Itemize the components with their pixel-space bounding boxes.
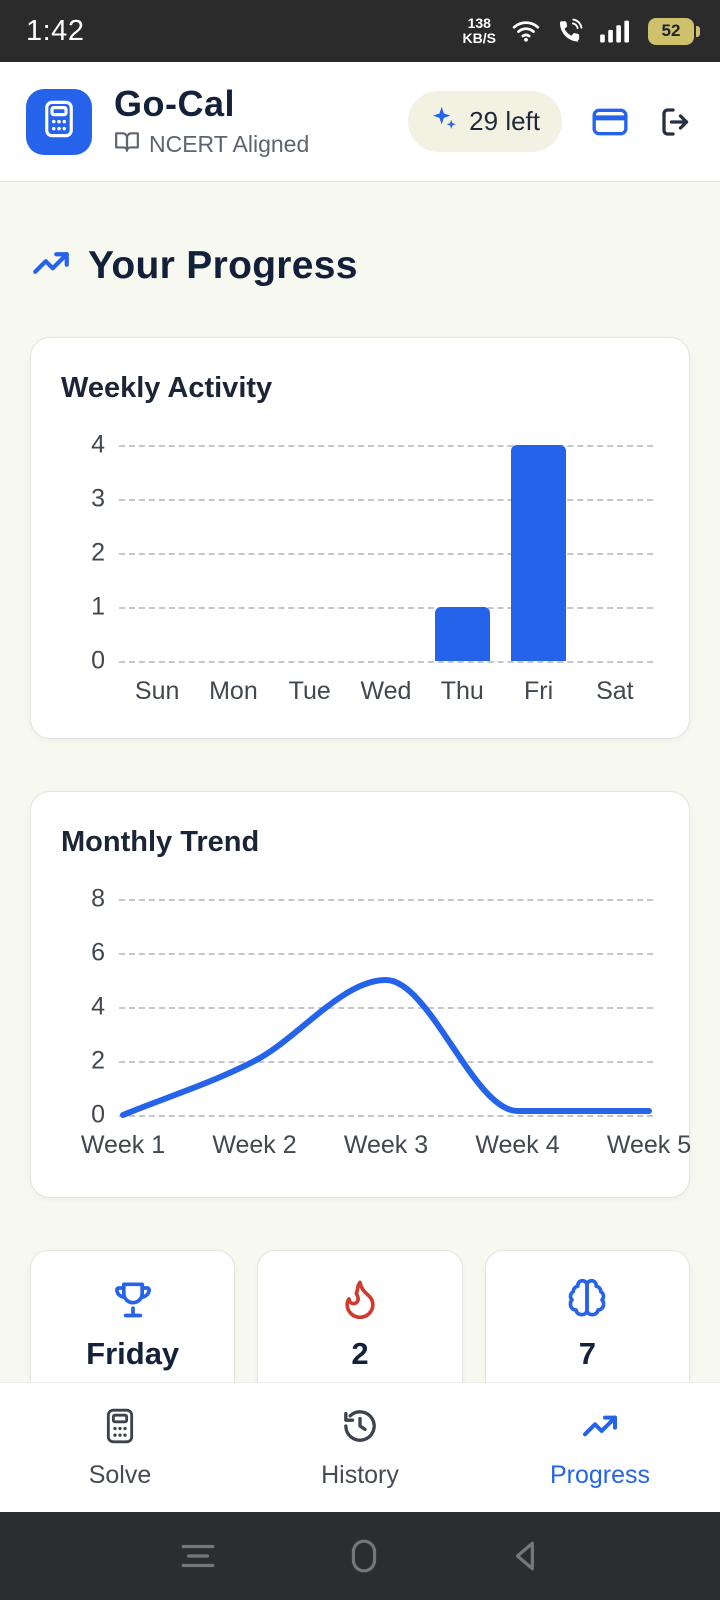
monthly-trend-chart: 0 2 4 6 8 Week 1 Week 2 Week 3 Week 4 Week 5 <box>81 885 691 1165</box>
nav-label-solve: Solve <box>88 1460 152 1489</box>
flame-icon <box>338 1280 382 1325</box>
gridline <box>119 499 653 501</box>
nav-item-progress[interactable]: Progress <box>480 1383 720 1512</box>
credits-badge[interactable]: 29 left <box>408 91 562 152</box>
weekly-activity-chart: 0 1 2 3 4 Sun Mon Tue Wed Thu Fri Sat <box>91 431 653 706</box>
bar-thu <box>434 607 490 661</box>
total-solved-value: 7 <box>578 1336 596 1371</box>
nav-item-history[interactable]: History <box>240 1383 480 1512</box>
trend-up-icon <box>30 242 72 289</box>
bar-fri <box>511 445 567 661</box>
y-axis-tick: 0 <box>91 646 105 675</box>
gridline <box>119 607 653 609</box>
weekly-activity-title: Weekly Activity <box>61 372 273 404</box>
section-heading: Your Progress <box>30 242 690 289</box>
nav-item-solve[interactable]: Solve <box>0 1383 240 1512</box>
y-axis-tick: 2 <box>91 538 105 567</box>
subscription-card-icon[interactable] <box>590 102 630 142</box>
monthly-trend-title: Monthly Trend <box>61 826 260 858</box>
header-actions: 29 left <box>408 91 694 152</box>
gridline <box>119 553 653 555</box>
y-axis-tick: 0 <box>91 1100 105 1129</box>
y-axis-tick: 2 <box>91 1046 105 1075</box>
history-icon <box>340 1406 380 1451</box>
calculator-icon <box>38 98 80 145</box>
logout-icon[interactable] <box>658 104 694 140</box>
x-axis-label: Mon <box>209 677 258 705</box>
progress-page: Your Progress Weekly Activity 0 1 2 3 4 Sun M… <box>0 242 720 1422</box>
gridline <box>119 661 653 663</box>
y-axis-tick: 6 <box>91 938 105 967</box>
trophy-icon <box>111 1282 155 1325</box>
bar-chart-x-labels: Sun Mon Tue Wed Thu Fri Sat <box>119 677 653 706</box>
x-axis-label: Week 3 <box>343 1131 429 1159</box>
y-axis-tick: 1 <box>91 592 105 621</box>
weekly-activity-card: Weekly Activity 0 1 2 3 4 Sun Mon Tue Wed Thu Fri… <box>30 337 690 739</box>
y-axis-tick: 3 <box>91 484 105 513</box>
clock: 1:42 <box>26 14 85 47</box>
trend-line <box>120 976 652 1118</box>
streak-value: 2 <box>351 1336 369 1371</box>
network-speed-value: 138 <box>467 15 491 32</box>
nav-label-history: History <box>321 1460 399 1489</box>
battery-percent: 52 <box>661 21 681 40</box>
x-axis-label: Wed <box>360 677 412 705</box>
trend-up-icon <box>580 1406 620 1451</box>
home-icon[interactable] <box>349 1538 379 1574</box>
bottom-nav: Solve History Progress <box>0 1382 720 1512</box>
gridline <box>119 1115 653 1117</box>
book-icon <box>114 129 140 161</box>
page-title: Your Progress <box>88 243 358 287</box>
x-axis-label: Sun <box>134 677 180 705</box>
best-day-value: Friday <box>86 1336 180 1371</box>
y-axis-tick: 8 <box>91 884 105 913</box>
app-logo <box>26 88 92 155</box>
recents-icon[interactable] <box>179 1541 217 1571</box>
gridline <box>119 1061 653 1063</box>
x-axis-label: Week 1 <box>80 1131 166 1159</box>
gridline <box>119 445 653 447</box>
app-titles: Go-Cal NCERT Aligned <box>114 83 309 161</box>
x-axis-label: Fri <box>523 677 554 705</box>
x-axis-label: Tue <box>288 677 331 705</box>
line-chart-x-labels: Week 1 Week 2 Week 3 Week 4 Week 5 <box>81 1131 691 1165</box>
app-title: Go-Cal <box>114 82 236 124</box>
line-chart-plot: 0 2 4 6 8 <box>91 885 653 1129</box>
x-axis-label: Week 2 <box>212 1131 297 1159</box>
signal-bars-icon <box>599 18 629 44</box>
network-speed-unit: KB/S <box>462 30 496 46</box>
wifi-icon <box>511 16 541 46</box>
y-axis-tick: 4 <box>91 430 105 459</box>
app-subtitle: NCERT Aligned <box>114 129 309 161</box>
nav-label-progress: Progress <box>549 1460 651 1489</box>
status-bar: 1:42 138 KB/S 52 <box>0 0 720 62</box>
status-icons: 138 KB/S 52 <box>463 16 700 46</box>
app-header: Go-Cal NCERT Aligned 29 left <box>0 62 720 182</box>
calculator-icon <box>100 1406 140 1451</box>
x-axis-label: Week 4 <box>475 1131 560 1159</box>
bar-chart-plot: 0 1 2 3 4 <box>91 431 653 675</box>
credits-count: 29 left <box>469 106 540 136</box>
brain-icon <box>565 1278 609 1325</box>
x-axis-label: Week 5 <box>606 1131 692 1159</box>
x-axis-label: Thu <box>440 677 484 705</box>
back-icon[interactable] <box>511 1539 541 1573</box>
wifi-calling-icon <box>556 17 584 45</box>
gridline <box>119 899 653 901</box>
system-navigation-bar <box>0 1512 720 1600</box>
gridline <box>119 1007 653 1009</box>
y-axis-tick: 4 <box>91 992 105 1021</box>
network-speed-indicator: 138 KB/S <box>463 16 496 45</box>
sparkle-icon <box>430 104 458 139</box>
x-axis-label: Sat <box>596 677 634 705</box>
battery-icon: 52 <box>648 17 700 45</box>
app-subtitle-label: NCERT Aligned <box>149 131 310 157</box>
gridline <box>119 953 653 955</box>
